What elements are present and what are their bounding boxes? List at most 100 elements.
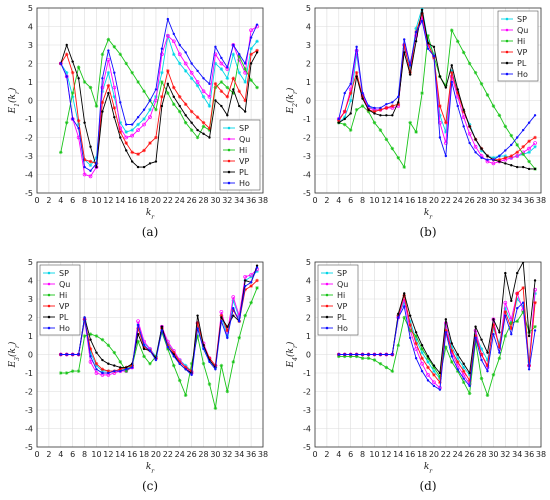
data-point xyxy=(70,70,75,75)
data-point xyxy=(119,136,122,139)
legend-box xyxy=(317,264,359,336)
data-point xyxy=(183,102,188,106)
x-tick-label: 32 xyxy=(500,450,510,459)
data-point xyxy=(130,123,134,126)
data-point xyxy=(226,336,229,340)
data-point xyxy=(408,73,412,76)
data-point xyxy=(414,341,418,346)
y-axis-label-main: E xyxy=(286,106,296,114)
data-point xyxy=(95,368,98,371)
x-tick-label: 34 xyxy=(234,450,244,459)
data-point xyxy=(106,369,111,373)
data-point xyxy=(462,377,465,380)
data-point xyxy=(113,115,116,119)
data-point xyxy=(226,325,229,328)
data-point xyxy=(172,32,175,36)
data-point xyxy=(113,71,116,74)
data-point xyxy=(497,341,502,346)
y-tick-label: 4 xyxy=(28,23,33,32)
data-point xyxy=(348,354,353,359)
data-point xyxy=(438,374,442,379)
x-tick-label: 36 xyxy=(524,450,534,459)
y-tick-label: -3 xyxy=(25,152,33,161)
legend-marker xyxy=(227,170,231,174)
data-point xyxy=(521,152,525,156)
legend-label: Hi xyxy=(337,291,345,300)
data-point xyxy=(379,114,382,117)
data-point xyxy=(166,341,170,346)
data-point xyxy=(184,51,187,54)
data-point xyxy=(420,356,424,360)
data-point xyxy=(136,319,140,324)
data-point xyxy=(343,91,346,95)
legend-label: VP xyxy=(517,48,527,57)
data-point xyxy=(189,70,194,75)
y-axis-label-arg: (k xyxy=(7,348,18,357)
data-point xyxy=(355,75,358,78)
data-point xyxy=(178,43,181,47)
data-point xyxy=(467,378,472,383)
x-tick-label: 24 xyxy=(453,196,463,205)
data-point xyxy=(443,141,448,145)
data-point xyxy=(444,331,448,334)
data-point xyxy=(527,121,531,124)
y-tick-label: 5 xyxy=(306,258,311,267)
data-point xyxy=(533,141,537,145)
data-point xyxy=(467,373,472,377)
legend: SP Qu Hi VP PL Ho xyxy=(39,264,81,336)
data-point xyxy=(533,135,537,140)
x-tick-label: 8 xyxy=(360,450,365,459)
data-point xyxy=(113,364,116,367)
legend-item: Qu xyxy=(501,26,528,35)
legend-label: Hi xyxy=(59,291,67,300)
data-point xyxy=(432,52,436,57)
data-point xyxy=(219,80,224,84)
data-point xyxy=(172,95,175,99)
data-point xyxy=(94,104,99,108)
x-tick-label: 36 xyxy=(524,196,534,205)
series-VP xyxy=(58,48,259,166)
data-point xyxy=(385,353,388,356)
data-point xyxy=(408,328,412,333)
data-point xyxy=(420,11,424,16)
legend-item: Hi xyxy=(501,37,525,46)
data-point xyxy=(142,341,146,346)
data-point xyxy=(402,165,407,169)
x-tick-label: 4 xyxy=(58,450,63,459)
data-point xyxy=(255,286,259,290)
data-point xyxy=(202,77,205,80)
series-line-PL xyxy=(338,9,536,170)
data-point xyxy=(243,98,247,103)
legend-item: PL xyxy=(43,313,69,322)
data-point xyxy=(527,159,531,164)
data-point xyxy=(249,281,253,284)
data-point xyxy=(154,358,158,362)
data-point xyxy=(432,373,436,377)
legend: SP Qu Hi VP PL Ho xyxy=(219,119,261,191)
data-point xyxy=(65,353,68,356)
data-point xyxy=(491,156,496,160)
data-point xyxy=(59,62,62,65)
data-point xyxy=(243,80,247,84)
y-tick-label: -3 xyxy=(25,406,33,415)
data-point xyxy=(226,114,229,117)
data-point xyxy=(414,357,418,360)
legend-marker xyxy=(47,282,51,286)
data-point xyxy=(213,82,218,86)
x-tick-label: 0 xyxy=(312,450,317,459)
y-tick-label: 3 xyxy=(28,41,33,50)
data-point xyxy=(438,371,442,375)
data-point xyxy=(378,107,383,112)
data-point xyxy=(521,128,525,132)
data-point xyxy=(372,358,377,362)
data-point xyxy=(201,345,206,349)
data-point xyxy=(255,266,259,269)
data-point xyxy=(432,369,436,373)
data-point xyxy=(510,299,513,303)
data-point xyxy=(497,113,502,118)
y-tick-label: 2 xyxy=(28,60,33,69)
data-point xyxy=(94,334,99,338)
data-point xyxy=(220,104,223,108)
series-PL xyxy=(59,264,259,375)
data-point xyxy=(219,67,224,71)
